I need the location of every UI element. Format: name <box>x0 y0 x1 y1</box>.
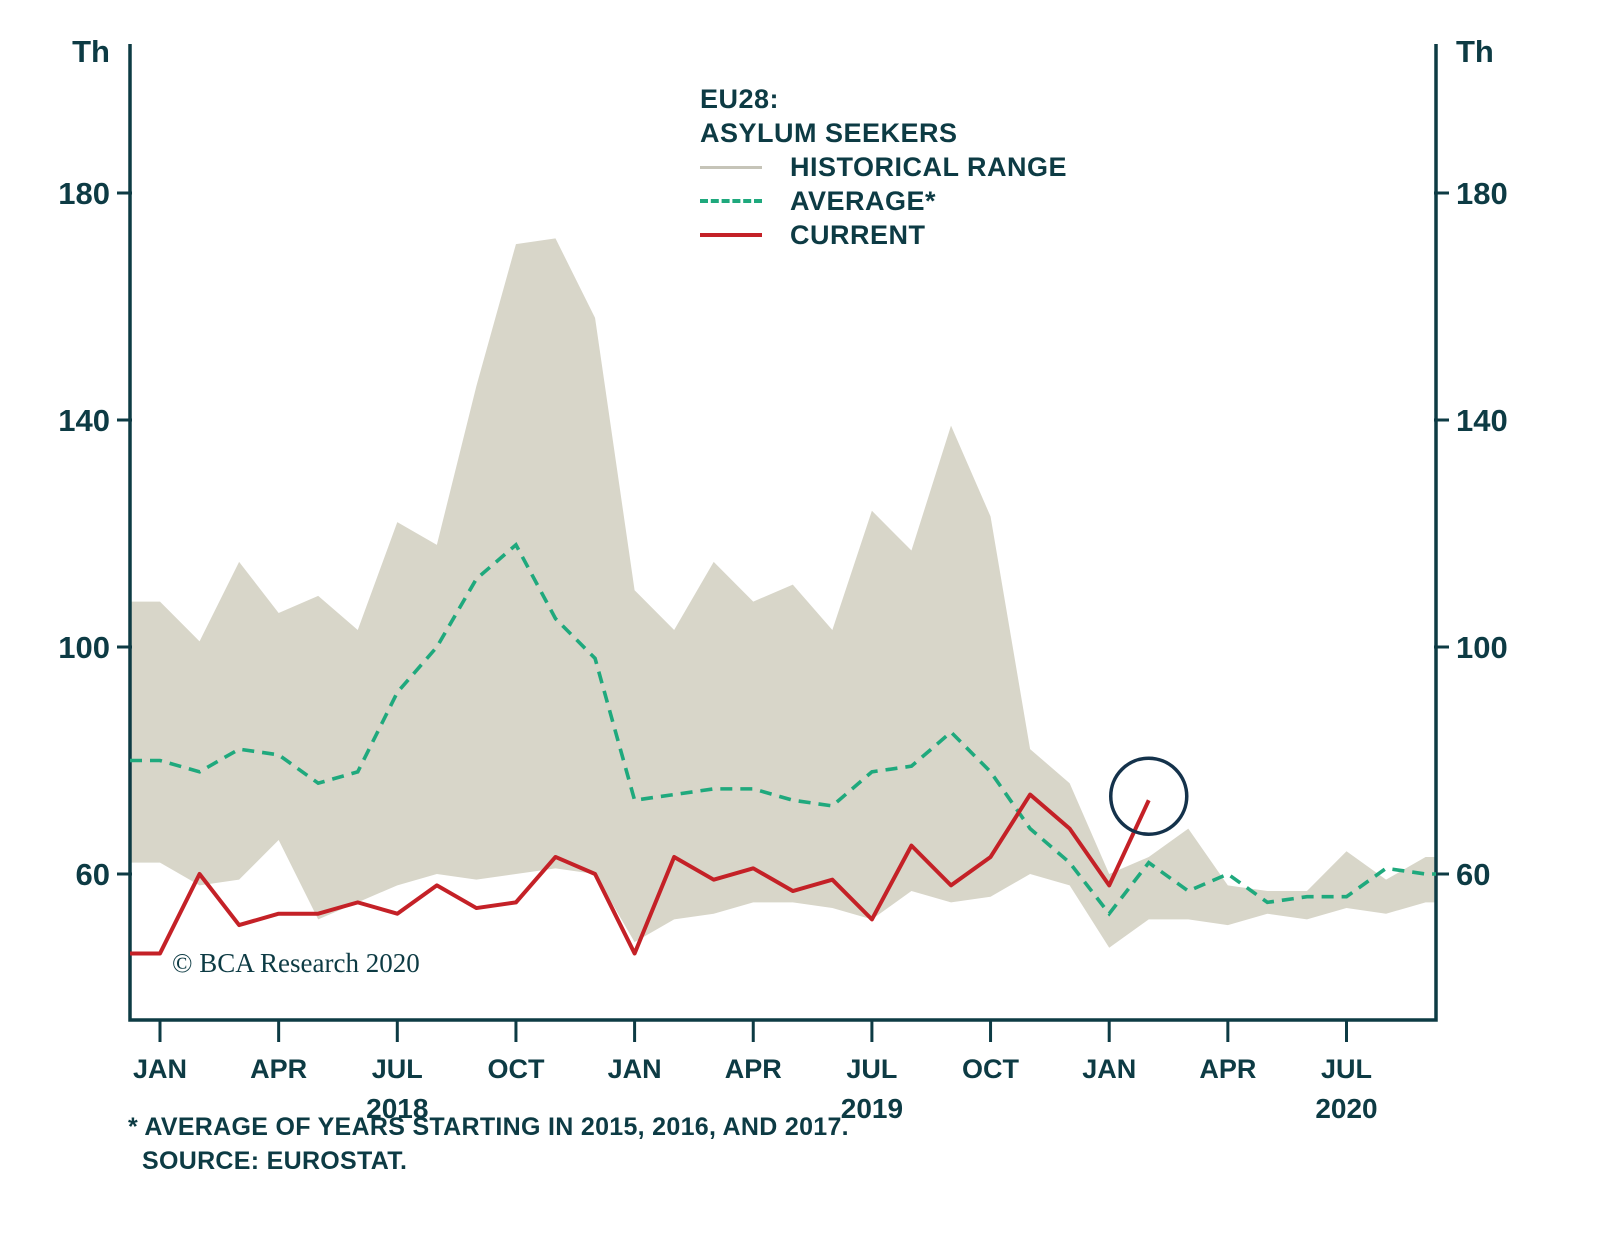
chart-title-line1: EU28: <box>700 84 780 114</box>
y-axis-tick-label-left: 60 <box>76 857 110 892</box>
x-axis-month-label: JAN <box>1082 1054 1136 1084</box>
x-axis-month-label: JUL <box>846 1054 897 1084</box>
y-axis-tick-label-right: 100 <box>1456 630 1508 665</box>
y-axis-tick-label-left: 140 <box>58 403 110 438</box>
legend-label-average: AVERAGE* <box>790 185 937 216</box>
x-axis-month-label: JAN <box>608 1054 662 1084</box>
x-axis-month-label: APR <box>250 1054 307 1084</box>
y-axis-tick-label-right: 180 <box>1456 176 1508 211</box>
axis-frame <box>128 44 1438 1022</box>
legend-item-average: AVERAGE* <box>700 184 1067 218</box>
x-axis-year-label: 2018 <box>366 1093 428 1124</box>
legend: EU28: ASYLUM SEEKERS HISTORICAL RANGE AV… <box>700 82 1067 252</box>
footnote: * AVERAGE OF YEARS STARTING IN 2015, 201… <box>128 1110 849 1178</box>
x-axis-month-label: JUL <box>372 1054 423 1084</box>
x-axis-month-label: OCT <box>487 1054 545 1084</box>
x-axis-month-label: APR <box>1199 1054 1256 1084</box>
current-line <box>130 792 1151 956</box>
average-swatch-icon <box>700 199 762 203</box>
y-axis-tick-label-right: 140 <box>1456 403 1508 438</box>
annotation-circle <box>1109 756 1189 836</box>
current-swatch-icon <box>700 233 762 237</box>
historical-range-band <box>130 238 1436 948</box>
legend-label-historical-range: HISTORICAL RANGE <box>790 151 1068 182</box>
y-axis-unit-right: Th <box>1456 34 1494 69</box>
legend-item-current: CURRENT <box>700 218 1067 252</box>
x-axis-month-label: OCT <box>962 1054 1020 1084</box>
footnote-average-note: * AVERAGE OF YEARS STARTING IN 2015, 201… <box>128 1113 849 1141</box>
legend-item-historical-range: HISTORICAL RANGE <box>700 150 1067 184</box>
y-axis-tick-label-right: 60 <box>1456 857 1490 892</box>
x-axis-year-label: 2020 <box>1315 1093 1377 1124</box>
x-axis-year-label: 2019 <box>841 1093 903 1124</box>
chart-title-line2: ASYLUM SEEKERS <box>700 118 958 148</box>
footnote-source: SOURCE: EUROSTAT. <box>142 1147 408 1175</box>
legend-label-current: CURRENT <box>790 219 926 250</box>
y-axis-unit-left: Th <box>72 34 110 69</box>
x-axis-month-label: JUL <box>1321 1054 1372 1084</box>
y-axis-tick-label-left: 100 <box>58 630 110 665</box>
historical-range-swatch-icon <box>700 165 762 169</box>
y-axis-tick-label-left: 180 <box>58 176 110 211</box>
copyright-notice: © BCA Research 2020 <box>172 948 420 978</box>
x-axis-month-label: APR <box>725 1054 782 1084</box>
x-axis-month-label: JAN <box>133 1054 187 1084</box>
